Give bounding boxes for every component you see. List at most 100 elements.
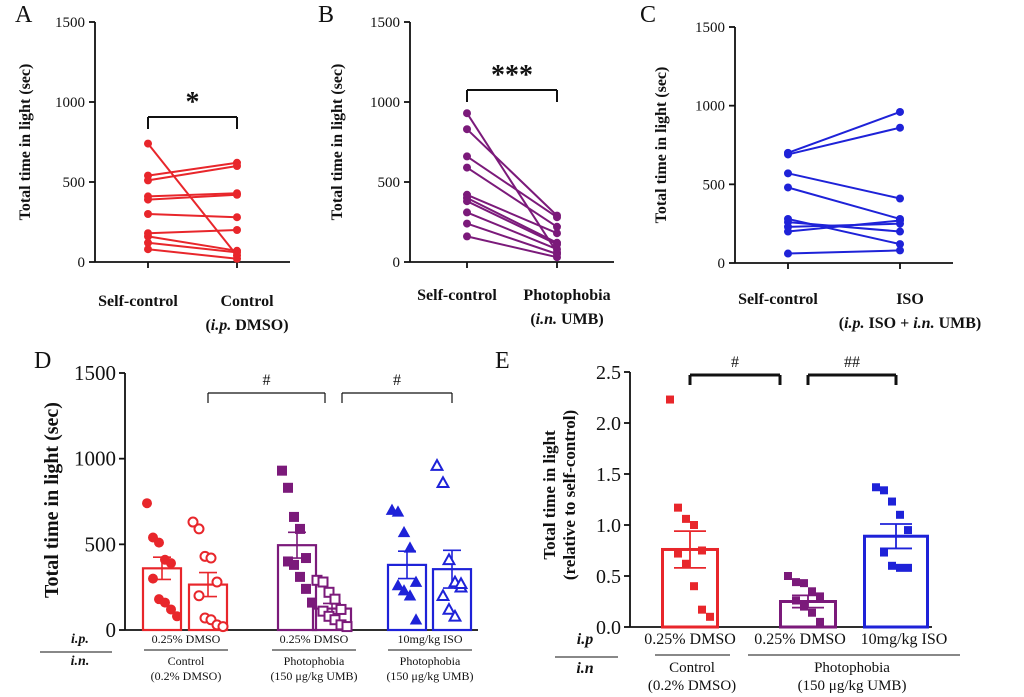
panel-a-pair-line-4 — [147, 193, 238, 201]
panel-d-point-2-3 — [295, 523, 305, 534]
panel-b-ytick-label-1: 500 — [378, 175, 401, 191]
panel-e-ytick-label-4: 2.0 — [596, 413, 621, 435]
panel-a-cat-1-sub-part-2: DMSO) — [231, 317, 288, 334]
panel-e-point-1-8 — [816, 617, 824, 626]
panel-d-point-1-4 — [211, 576, 223, 588]
panel-e-point-1-2 — [800, 579, 808, 588]
panel-e-point-0-8 — [698, 605, 706, 614]
panel-a-point-self-9 — [144, 245, 152, 254]
panel-d-in-sub-0: (0.2% DMSO) — [151, 669, 222, 683]
panel-b-ytick-label-2: 1000 — [370, 95, 400, 111]
panel-d-point-0-2 — [154, 537, 164, 548]
panel-e-point-2-8 — [904, 563, 912, 572]
panel-b-point-treat-4 — [553, 229, 561, 238]
panel-d-point-5-5 — [435, 588, 451, 602]
panel-c-point-self-7 — [784, 227, 792, 236]
panel-e-ip-label-0: 0.25% DMSO — [644, 631, 736, 648]
panel-c-pair-line-3 — [787, 186, 901, 220]
panel-b-cat-1-sub-part-1: i.n. — [536, 311, 557, 328]
panel-d-point-1-5 — [193, 590, 205, 602]
panel-d-point-3-3 — [329, 593, 341, 605]
panel-d-ytick-label-1: 500 — [85, 532, 117, 556]
panel-b-ylabel: Total time in light (sec) — [329, 64, 346, 221]
panel-a-point-treat-9 — [233, 254, 241, 263]
panel-d-point-3-1 — [317, 576, 329, 588]
panel-e-point-0-2 — [682, 514, 690, 523]
panel-b-point-treat-2 — [553, 213, 561, 222]
panel-a-pair-line-6 — [147, 229, 238, 235]
panel-b-cat-1-sub: (i.n. UMB) — [530, 311, 603, 328]
panel-d-point-0-4 — [166, 558, 176, 569]
panel-d-ytick-label-3: 1500 — [74, 361, 116, 385]
panel-b-pair-line-6 — [466, 200, 558, 246]
panel-d-point-2-9 — [307, 597, 317, 608]
panel-d-sig-text-1: # — [393, 372, 401, 389]
panel-d-point-2-6 — [289, 559, 299, 570]
panel-c-ylabel: Total time in light (sec) — [653, 67, 670, 224]
panel-e-point-2-4 — [904, 526, 912, 535]
panel-c-point-self-1 — [784, 150, 792, 159]
panel-d-in-sub-2: (150 μg/kg UMB) — [386, 669, 473, 683]
panel-c-point-treat-7 — [896, 216, 904, 225]
panel-d-point-3-2 — [323, 586, 335, 598]
panel-c-point-self-8 — [784, 249, 792, 258]
panel-e-ytick-label-5: 2.5 — [596, 362, 621, 384]
panel-c-pair-line-8 — [787, 249, 901, 255]
panel-e-sig-text-0: # — [731, 354, 739, 371]
panel-e-in-sub-0: (0.2% DMSO) — [648, 678, 736, 694]
panel-e-bar-2 — [863, 534, 929, 629]
panel-d-ip-label-1: 0.25% DMSO — [280, 632, 349, 646]
panel-a-cat-1-sub-part-0: ( — [205, 317, 210, 334]
panel-a-point-self-5 — [144, 210, 152, 218]
panel-b-point-self-0 — [463, 109, 471, 118]
panel-a-pair-line-8 — [147, 241, 238, 254]
panel-a-point-treat-2 — [233, 162, 241, 170]
panel-a-pair-line-9 — [147, 248, 238, 260]
panel-a-ylabel: Total time in light (sec) — [17, 64, 34, 221]
panel-e-point-0-9 — [706, 612, 714, 621]
panel-c-ytick-label-0: 0 — [718, 256, 726, 272]
panel-b-point-self-6 — [463, 197, 471, 206]
panel-c-pair-line-1 — [787, 126, 901, 156]
panel-d-point-4-6 — [397, 584, 411, 596]
panel-e-row-ip: i.p — [577, 631, 593, 648]
panel-e-ytick-label-1: 0.5 — [596, 566, 621, 588]
panel-d-point-4-4 — [409, 575, 423, 587]
panel-e-point-2-5 — [880, 548, 888, 557]
panel-e-row-in: i.n — [576, 660, 593, 677]
panel-d-point-2-2 — [289, 511, 299, 522]
panel-d-in-label-2: Photophobia — [400, 654, 461, 668]
panel-a-point-treat-4 — [233, 190, 241, 199]
panel-a-pair-line-2 — [147, 165, 238, 182]
panel-d-ytick-label-0: 0 — [106, 618, 117, 642]
panel-e-in-label-0: Control — [669, 660, 715, 676]
panel-c-pair-line-2 — [787, 172, 901, 200]
panel-e-in-sub-1: (150 μg/kg UMB) — [798, 678, 907, 694]
panel-c-cat-0: Self-control — [738, 291, 818, 308]
panel-e-point-0-0 — [666, 395, 674, 404]
panel-d-point-4-7 — [403, 589, 417, 601]
panel-c-ytick-label-1: 500 — [703, 177, 726, 193]
panel-d-point-1-9 — [217, 621, 229, 633]
panel-e-ytick-label-3: 1.5 — [596, 464, 621, 486]
panel-c-cat-1-sub-part-4: UMB) — [935, 315, 982, 332]
panel-d-point-5-2 — [441, 552, 457, 566]
panel-c-label: C — [640, 2, 656, 28]
panel-a-point-self-8 — [144, 238, 152, 247]
panel-d-ylabel: Total time in light (sec) — [41, 402, 63, 598]
panel-e-point-2-3 — [896, 510, 904, 519]
panel-d-point-0-7 — [160, 597, 170, 608]
panel-d-point-5-7 — [447, 608, 463, 622]
panel-a-pair-line-0 — [147, 142, 238, 257]
panel-b-cat-0: Self-control — [417, 287, 497, 304]
panel-d-in-label-0: Control — [168, 654, 205, 668]
panel-a-sig-text: * — [186, 87, 200, 118]
panel-b-cat-1-sub-part-2: UMB) — [557, 311, 604, 328]
panel-d-point-5-6 — [441, 601, 457, 615]
panel-b-pair-line-8 — [466, 222, 558, 255]
panel-d-ip-label-0: 0.25% DMSO — [152, 632, 221, 646]
panel-b-pair-line-4 — [466, 193, 558, 235]
panel-d-point-1-0 — [187, 516, 199, 528]
panel-d-point-0-8 — [166, 604, 176, 615]
